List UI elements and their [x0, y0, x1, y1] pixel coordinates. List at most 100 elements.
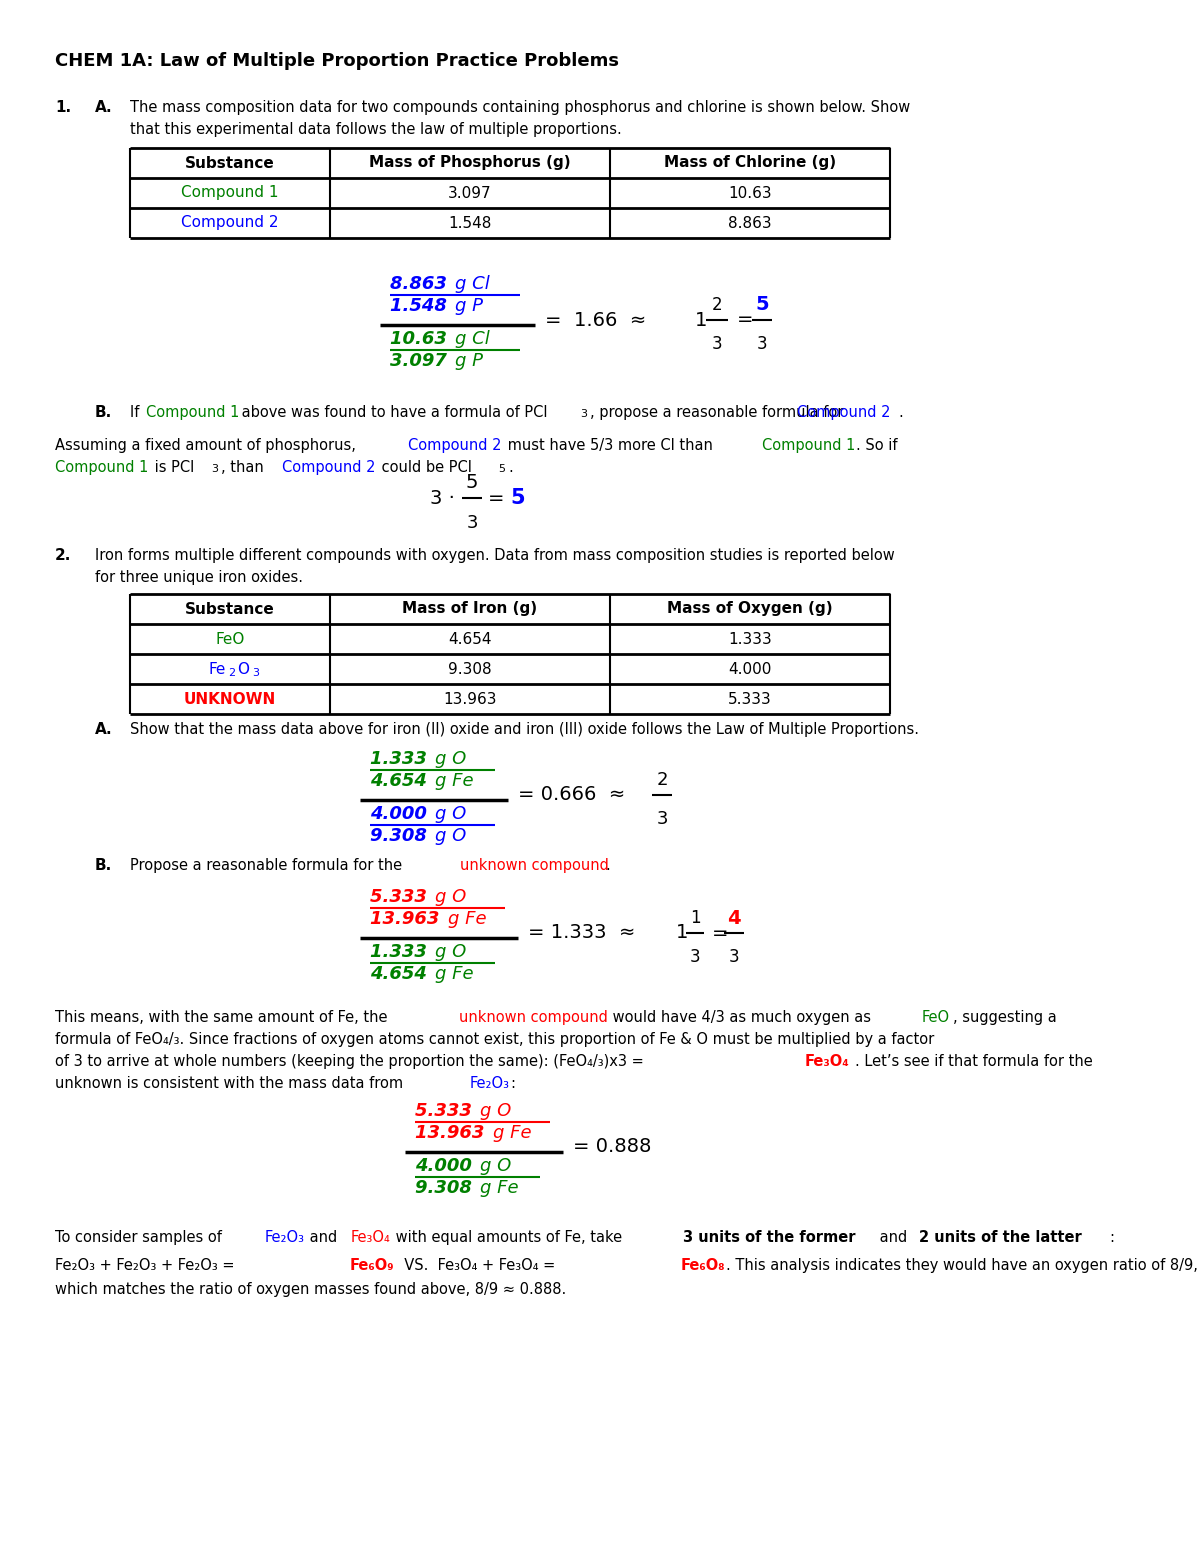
- Text: above was found to have a formula of PCl: above was found to have a formula of PCl: [238, 405, 547, 419]
- Text: 13.963: 13.963: [370, 910, 445, 929]
- Text: Compound 1: Compound 1: [181, 185, 278, 200]
- Text: 9.308: 9.308: [415, 1179, 478, 1197]
- Text: 4.000: 4.000: [728, 662, 772, 677]
- Text: and: and: [305, 1230, 342, 1246]
- Text: g Fe: g Fe: [493, 1124, 532, 1141]
- Text: , than: , than: [221, 460, 269, 475]
- Text: g O: g O: [436, 804, 467, 823]
- Text: CHEM 1A: Law of Multiple Proportion Practice Problems: CHEM 1A: Law of Multiple Proportion Prac…: [55, 51, 619, 70]
- Text: 10.63: 10.63: [728, 185, 772, 200]
- Text: g P: g P: [455, 353, 482, 370]
- Text: . This analysis indicates they would have an oxygen ratio of 8/9,: . This analysis indicates they would hav…: [726, 1258, 1198, 1273]
- Text: 10.63: 10.63: [390, 329, 454, 348]
- Text: Substance: Substance: [185, 155, 275, 171]
- Text: Fe₃O₄: Fe₃O₄: [805, 1054, 850, 1068]
- Text: UNKNOWN: UNKNOWN: [184, 691, 276, 707]
- Text: which matches the ratio of oxygen masses found above, 8/9 ≈ 0.888.: which matches the ratio of oxygen masses…: [55, 1281, 566, 1297]
- Text: =: =: [737, 311, 754, 329]
- Text: =  1.66  ≈: = 1.66 ≈: [545, 311, 647, 329]
- Text: VS.  Fe₃O₄ + Fe₃O₄ =: VS. Fe₃O₄ + Fe₃O₄ =: [395, 1258, 560, 1273]
- Text: Substance: Substance: [185, 601, 275, 617]
- Text: 1.333: 1.333: [370, 750, 433, 769]
- Text: = 1.333  ≈: = 1.333 ≈: [528, 924, 635, 943]
- Text: Compound 1: Compound 1: [762, 438, 856, 453]
- Text: g P: g P: [455, 297, 482, 315]
- Text: Iron forms multiple different compounds with oxygen. Data from mass composition : Iron forms multiple different compounds …: [95, 548, 895, 564]
- Text: . Let’s see if that formula for the: . Let’s see if that formula for the: [854, 1054, 1093, 1068]
- Text: Fe₂O₃: Fe₂O₃: [470, 1076, 510, 1092]
- Text: would have 4/3 as much oxygen as: would have 4/3 as much oxygen as: [608, 1009, 876, 1025]
- Text: with equal amounts of Fe, take: with equal amounts of Fe, take: [391, 1230, 626, 1246]
- Text: Compound 2: Compound 2: [282, 460, 376, 475]
- Text: 1.548: 1.548: [449, 216, 492, 230]
- Text: g O: g O: [436, 828, 467, 845]
- Text: 3.097: 3.097: [390, 353, 454, 370]
- Text: Compound 2: Compound 2: [408, 438, 502, 453]
- Text: 2: 2: [712, 297, 722, 314]
- Text: 5.333: 5.333: [728, 691, 772, 707]
- Text: FeO: FeO: [215, 632, 245, 646]
- Text: 5: 5: [498, 464, 505, 474]
- Text: =: =: [488, 489, 511, 508]
- Text: 5: 5: [466, 472, 479, 491]
- Text: = 0.888: = 0.888: [574, 1137, 652, 1157]
- Text: unknown compound: unknown compound: [458, 1009, 608, 1025]
- Text: If: If: [130, 405, 144, 419]
- Text: 1.333: 1.333: [728, 632, 772, 646]
- Text: 3: 3: [252, 668, 259, 679]
- Text: Assuming a fixed amount of phosphorus,: Assuming a fixed amount of phosphorus,: [55, 438, 360, 453]
- Text: g Fe: g Fe: [436, 964, 474, 983]
- Text: 13.963: 13.963: [443, 691, 497, 707]
- Text: Compound 2: Compound 2: [797, 405, 890, 419]
- Text: 9.308: 9.308: [370, 828, 433, 845]
- Text: 5.333: 5.333: [370, 888, 433, 905]
- Text: 1: 1: [695, 311, 707, 329]
- Text: 2.: 2.: [55, 548, 71, 564]
- Text: 3 ·: 3 ·: [430, 489, 455, 508]
- Text: 5: 5: [510, 488, 524, 508]
- Text: Fe₂O₃: Fe₂O₃: [265, 1230, 305, 1246]
- Text: .: .: [898, 405, 902, 419]
- Text: 8.863: 8.863: [390, 275, 454, 294]
- Text: = 0.666  ≈: = 0.666 ≈: [518, 786, 625, 804]
- Text: A.: A.: [95, 99, 113, 115]
- Text: unknown compound: unknown compound: [460, 857, 608, 873]
- Text: g Cl: g Cl: [455, 329, 490, 348]
- Text: Fe: Fe: [208, 662, 226, 677]
- Text: for three unique iron oxides.: for three unique iron oxides.: [95, 570, 302, 585]
- Text: =: =: [712, 924, 728, 943]
- Text: 3: 3: [690, 947, 701, 966]
- Text: This means, with the same amount of Fe, the: This means, with the same amount of Fe, …: [55, 1009, 392, 1025]
- Text: 1: 1: [676, 924, 689, 943]
- Text: 1.548: 1.548: [390, 297, 454, 315]
- Text: 3 units of the former: 3 units of the former: [683, 1230, 856, 1246]
- Text: 2: 2: [228, 668, 235, 679]
- Text: Show that the mass data above for iron (II) oxide and iron (III) oxide follows t: Show that the mass data above for iron (…: [130, 722, 919, 738]
- Text: B.: B.: [95, 405, 113, 419]
- Text: 8.863: 8.863: [728, 216, 772, 230]
- Text: To consider samples of: To consider samples of: [55, 1230, 227, 1246]
- Text: 3: 3: [712, 335, 722, 353]
- Text: Propose a reasonable formula for the: Propose a reasonable formula for the: [130, 857, 407, 873]
- Text: 1.333: 1.333: [370, 943, 433, 961]
- Text: is PCl: is PCl: [150, 460, 194, 475]
- Text: Mass of Chlorine (g): Mass of Chlorine (g): [664, 155, 836, 171]
- Text: 2 units of the latter: 2 units of the latter: [919, 1230, 1081, 1246]
- Text: 4.654: 4.654: [370, 964, 433, 983]
- Text: Compound 1: Compound 1: [55, 460, 149, 475]
- Text: , suggesting a: , suggesting a: [953, 1009, 1057, 1025]
- Text: Compound 2: Compound 2: [181, 216, 278, 230]
- Text: g O: g O: [480, 1157, 511, 1176]
- Text: 3.097: 3.097: [448, 185, 492, 200]
- Text: unknown is consistent with the mass data from: unknown is consistent with the mass data…: [55, 1076, 408, 1092]
- Text: FeO: FeO: [922, 1009, 950, 1025]
- Text: 3: 3: [211, 464, 218, 474]
- Text: . So if: . So if: [856, 438, 898, 453]
- Text: 5: 5: [755, 295, 769, 315]
- Text: Fe₂O₃ + Fe₂O₃ + Fe₂O₃ =: Fe₂O₃ + Fe₂O₃ + Fe₂O₃ =: [55, 1258, 239, 1273]
- Text: g Cl: g Cl: [455, 275, 490, 294]
- Text: 4.654: 4.654: [370, 772, 433, 790]
- Text: A.: A.: [95, 722, 113, 738]
- Text: formula of FeO₄/₃. Since fractions of oxygen atoms cannot exist, this proportion: formula of FeO₄/₃. Since fractions of ox…: [55, 1033, 935, 1047]
- Text: 4.000: 4.000: [415, 1157, 478, 1176]
